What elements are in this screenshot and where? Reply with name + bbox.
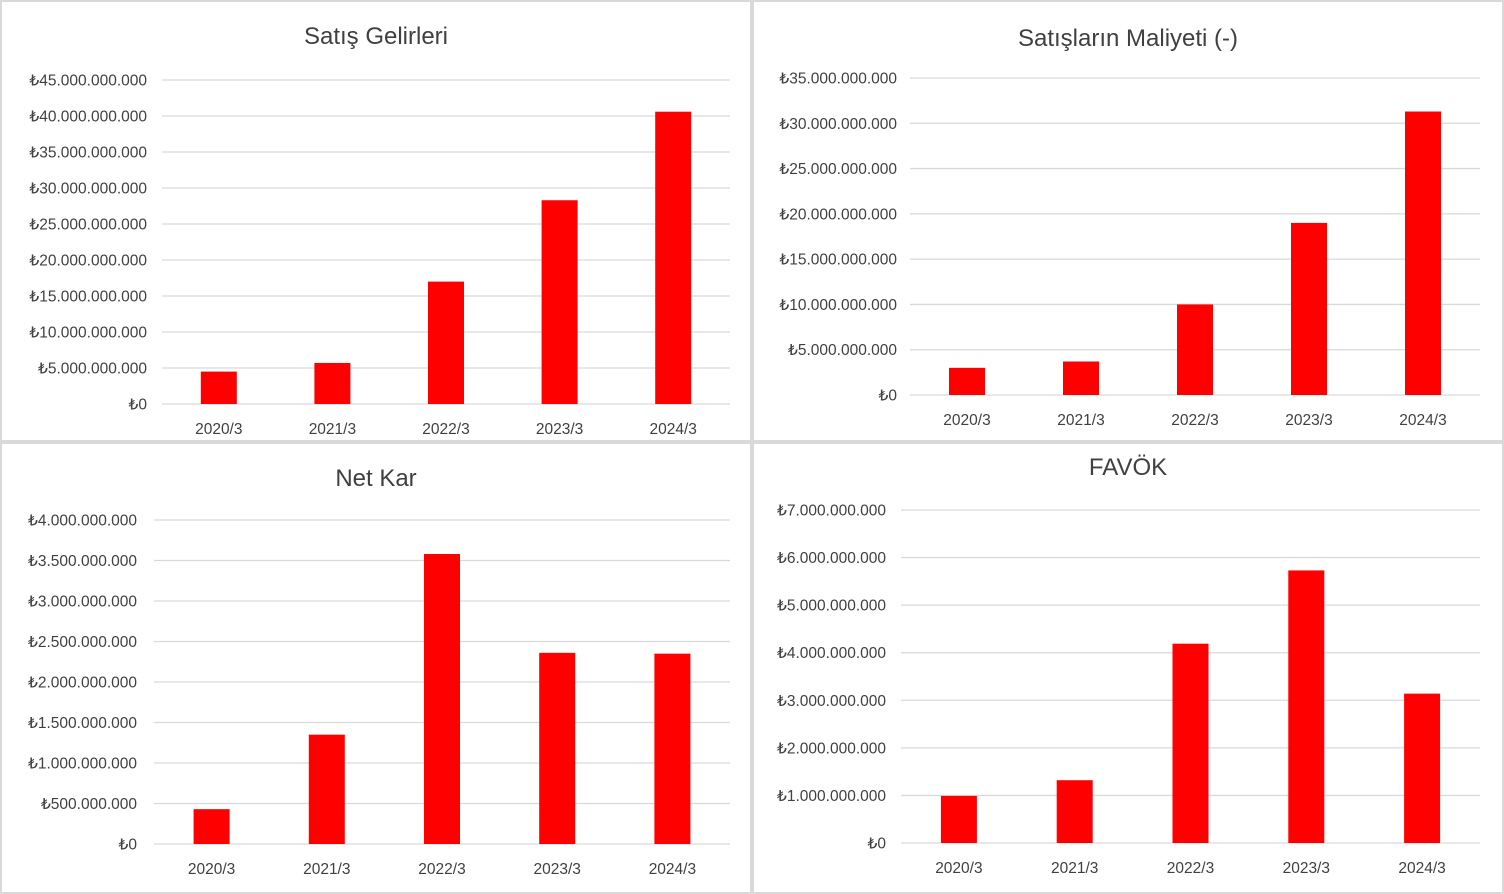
chart-net-kar: Net Kar ₺0 ₺500.000.000 ₺1.000.000.000 ₺1.50… <box>28 465 730 878</box>
y-tick-label: ₺20.000.000.000 <box>29 253 147 270</box>
y-tick-label: ₺25.000.000.000 <box>779 161 897 178</box>
chart-panel-net-kar: Net Kar ₺0 ₺500.000.000 ₺1.000.000.000 ₺1.50… <box>2 444 750 892</box>
y-tick-label: ₺1.000.000.000 <box>28 756 137 773</box>
x-tick-label: 2024/3 <box>1398 860 1445 877</box>
bar-2020-3 <box>193 809 230 844</box>
bar-2023-3 <box>1288 570 1325 843</box>
x-tick-label: 2023/3 <box>1283 860 1330 877</box>
bar-2024-3 <box>655 111 692 405</box>
bar-2023-3 <box>1291 222 1327 395</box>
bar-2021-3 <box>308 734 345 844</box>
y-tick-label: ₺2.500.000.000 <box>28 634 137 651</box>
y-tick-label: ₺40.000.000.000 <box>29 109 147 126</box>
y-tick-label: ₺4.000.000.000 <box>777 645 886 662</box>
x-tick-label: 2021/3 <box>1051 860 1098 877</box>
x-tick-label: 2022/3 <box>1167 860 1214 877</box>
y-tick-label: ₺10.000.000.000 <box>779 297 897 314</box>
bar-2021-3 <box>1063 361 1099 395</box>
y-tick-label: ₺4.000.000.000 <box>28 513 137 530</box>
bar-2022-3 <box>428 281 464 404</box>
y-tick-label: ₺2.000.000.000 <box>777 740 886 757</box>
y-tick-label: ₺45.000.000.000 <box>29 73 147 90</box>
bar-2022-3 <box>1172 643 1209 843</box>
bar-2023-3 <box>541 200 578 404</box>
y-tick-label: ₺35.000.000.000 <box>779 71 897 88</box>
y-tick-label: ₺30.000.000.000 <box>779 116 897 133</box>
bar-2024-3 <box>1404 693 1441 843</box>
y-tick-label: ₺25.000.000.000 <box>29 217 147 234</box>
x-tick-label: 2022/3 <box>422 421 469 438</box>
x-tick-label: 2023/3 <box>536 421 583 438</box>
y-tick-label: ₺1.500.000.000 <box>28 715 137 732</box>
chart-panel-satislarin-maliyeti: Satışların Maliyeti (-) ₺0 ₺5.000.000.000 ₺… <box>754 2 1502 440</box>
y-tick-label: ₺10.000.000.000 <box>29 325 147 342</box>
bar-2020-3 <box>940 795 977 843</box>
bar-2022-3 <box>1177 304 1213 395</box>
bar-2024-3 <box>654 653 691 844</box>
x-tick-label: 2024/3 <box>1399 412 1446 429</box>
y-tick-label: ₺0 <box>129 397 148 414</box>
y-tick-label: ₺3.500.000.000 <box>28 553 137 570</box>
y-tick-label: ₺30.000.000.000 <box>29 181 147 198</box>
y-tick-label: ₺3.000.000.000 <box>777 693 886 710</box>
x-tick-label: 2023/3 <box>1285 412 1332 429</box>
chart-panel-satis-gelirleri: Satış Gelirleri ₺0 ₺5.000.000.000 ₺10.000.0… <box>2 2 750 440</box>
x-tick-label: 2020/3 <box>188 861 235 878</box>
x-tick-label: 2023/3 <box>533 861 580 878</box>
bar-2023-3 <box>539 652 576 844</box>
x-tick-label: 2024/3 <box>649 861 696 878</box>
x-tick-label: 2021/3 <box>309 421 356 438</box>
chart-panel-favok: FAVÖK ₺0 ₺1.000.000.000 ₺2.000.000.000 ₺3.00… <box>754 444 1502 892</box>
y-tick-label: ₺500.000.000 <box>41 796 137 813</box>
bar-2021-3 <box>1056 780 1093 843</box>
y-tick-label: ₺35.000.000.000 <box>29 145 147 162</box>
x-tick-label: 2021/3 <box>303 861 350 878</box>
y-tick-label: ₺20.000.000.000 <box>779 206 897 223</box>
chart-favok: FAVÖK ₺0 ₺1.000.000.000 ₺2.000.000.000 ₺3.00… <box>777 454 1480 877</box>
chart-title: Satışların Maliyeti (-) <box>1018 25 1238 52</box>
chart-title: FAVÖK <box>1089 454 1167 481</box>
bar-2021-3 <box>314 362 351 404</box>
chart-satislarin-maliyeti: Satışların Maliyeti (-) ₺0 ₺5.000.000.000 ₺… <box>779 25 1480 429</box>
y-tick-label: ₺5.000.000.000 <box>777 598 886 615</box>
x-tick-label: 2020/3 <box>943 412 990 429</box>
chart-title: Net Kar <box>335 465 416 492</box>
bar-2020-3 <box>200 371 237 404</box>
x-tick-label: 2022/3 <box>1171 412 1218 429</box>
y-tick-label: ₺3.000.000.000 <box>28 594 137 611</box>
bar-2022-3 <box>424 554 460 844</box>
x-tick-label: 2020/3 <box>195 421 242 438</box>
y-tick-label: ₺2.000.000.000 <box>28 675 137 692</box>
y-tick-label: ₺15.000.000.000 <box>29 289 147 306</box>
y-tick-label: ₺0 <box>868 836 887 853</box>
x-tick-label: 2021/3 <box>1057 412 1104 429</box>
x-tick-label: 2020/3 <box>935 860 982 877</box>
y-tick-label: ₺5.000.000.000 <box>38 361 147 378</box>
y-tick-label: ₺1.000.000.000 <box>777 788 886 805</box>
chart-title: Satış Gelirleri <box>304 23 448 50</box>
bar-2020-3 <box>949 367 985 395</box>
chart-satis-gelirleri: Satış Gelirleri ₺0 ₺5.000.000.000 ₺10.000.0… <box>29 23 730 438</box>
bar-2024-3 <box>1405 111 1441 396</box>
x-tick-label: 2024/3 <box>649 421 696 438</box>
x-tick-label: 2022/3 <box>418 861 465 878</box>
y-tick-label: ₺6.000.000.000 <box>777 550 886 567</box>
y-tick-label: ₺0 <box>879 388 898 405</box>
y-tick-label: ₺0 <box>119 837 138 854</box>
y-tick-label: ₺5.000.000.000 <box>788 342 897 359</box>
y-tick-label: ₺15.000.000.000 <box>779 252 897 269</box>
y-tick-label: ₺7.000.000.000 <box>777 503 886 520</box>
